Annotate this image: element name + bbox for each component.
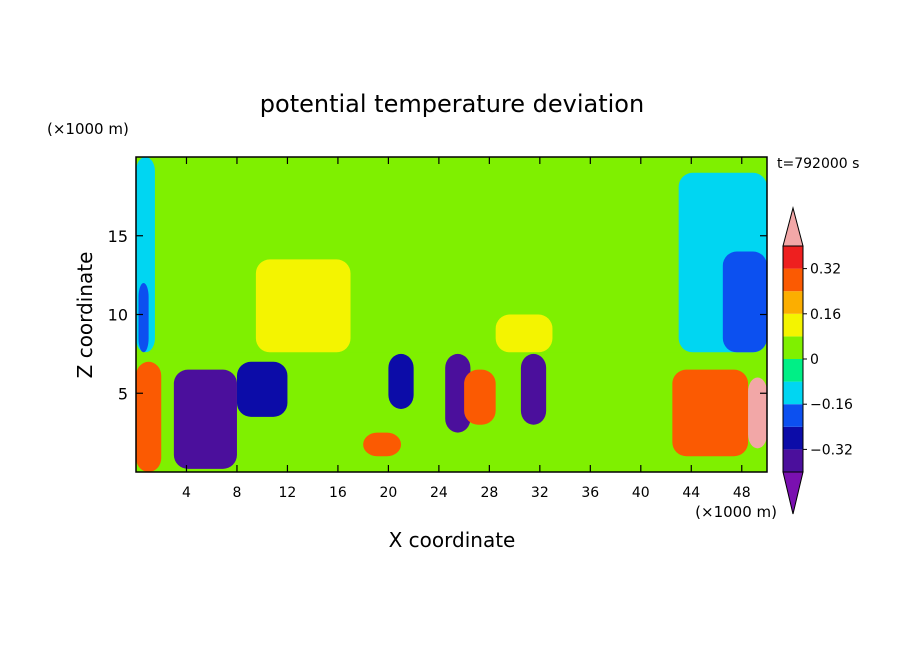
time-label: t=792000 s — [777, 156, 859, 172]
x-tick-label: 28 — [480, 485, 498, 501]
x-tick-label: 44 — [682, 485, 700, 501]
field-region — [495, 314, 553, 353]
x-axis-unit: (×1000 m) — [695, 503, 777, 521]
field-region — [388, 353, 414, 409]
field-region — [136, 361, 162, 472]
y-axis-ticks: 5 10 15 — [108, 227, 767, 403]
field-region — [363, 432, 402, 457]
colorbar-segment — [783, 404, 803, 427]
colorbar-tick-label: −0.32 — [810, 442, 853, 458]
colorbar-segment — [783, 246, 803, 269]
field-region — [464, 369, 496, 425]
field-region — [748, 377, 767, 449]
colorbar-segment — [783, 336, 803, 359]
field-layer — [136, 157, 767, 472]
field-region — [173, 369, 237, 469]
field-region — [672, 369, 749, 457]
x-tick-label: 36 — [581, 485, 599, 501]
colorbar-segment — [783, 426, 803, 450]
field-region — [445, 353, 471, 433]
field-region — [136, 157, 767, 353]
x-tick-label: 32 — [531, 485, 549, 501]
colorbar-segment — [783, 291, 803, 314]
x-axis-ticks: 4 8 12 16 20 24 28 32 36 40 44 48 — [182, 157, 751, 501]
x-tick-label: 8 — [232, 485, 241, 501]
colorbar-segment — [783, 313, 803, 337]
colorbar-segment — [783, 359, 803, 382]
x-axis-label: X coordinate — [389, 528, 516, 552]
field-region — [138, 283, 149, 353]
x-tick-label: 24 — [430, 485, 448, 501]
x-tick-label: 40 — [632, 485, 650, 501]
colorbar-tick-label: −0.16 — [810, 397, 853, 413]
x-tick-label: 12 — [279, 485, 297, 501]
colorbar-tick-label: 0.16 — [810, 307, 841, 323]
y-axis-unit: (×1000 m) — [47, 120, 129, 138]
colorbar: 0.32 0.16 0 −0.16 −0.32 — [782, 206, 853, 515]
field-region — [520, 353, 547, 425]
y-axis-label: Z coordinate — [73, 252, 97, 379]
contour-plot-area — [136, 157, 767, 472]
field-region — [722, 251, 767, 353]
colorbar-tick-label: 0.32 — [810, 262, 841, 278]
colorbar-segment — [783, 449, 803, 472]
y-tick-label: 10 — [108, 306, 128, 325]
chart-title: potential temperature deviation — [260, 90, 644, 118]
colorbar-bottom-extension — [782, 471, 804, 515]
colorbar-top-extension — [782, 206, 804, 247]
colorbar-segment — [783, 268, 803, 292]
x-tick-label: 16 — [329, 485, 347, 501]
y-tick-label: 5 — [118, 384, 128, 403]
colorbar-segment — [783, 381, 803, 405]
field-region — [255, 259, 351, 353]
field-region — [236, 361, 288, 417]
y-tick-label: 15 — [108, 227, 128, 246]
x-tick-label: 4 — [182, 485, 191, 501]
x-tick-label: 20 — [379, 485, 397, 501]
colorbar-tick-label: 0 — [810, 352, 819, 368]
x-tick-label: 48 — [733, 485, 751, 501]
